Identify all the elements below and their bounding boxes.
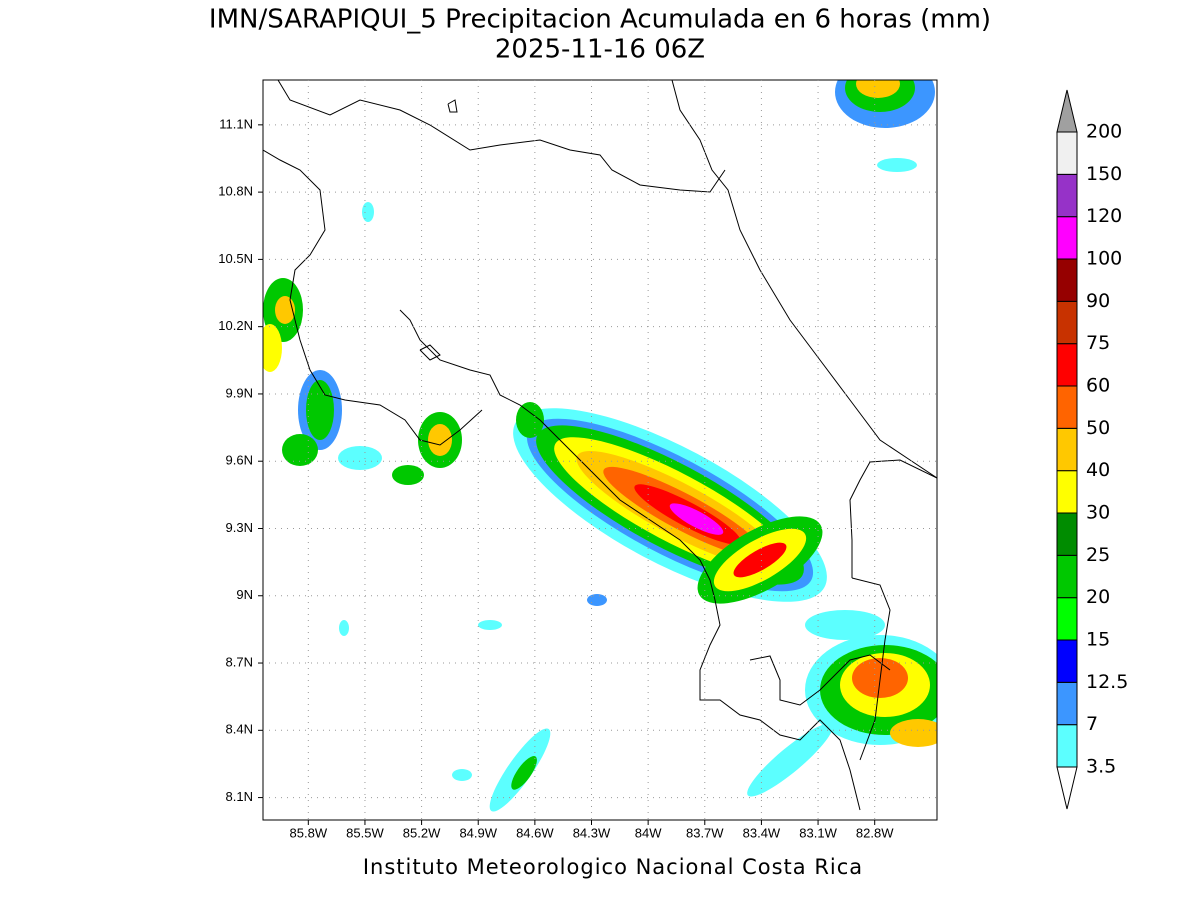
x-tick-label: 85.2W xyxy=(403,825,441,840)
x-tick-label: 84.3W xyxy=(573,825,611,840)
y-tick-label: 10.5N xyxy=(218,251,253,266)
x-tick-label: 84.6W xyxy=(516,825,554,840)
colorbar-label: 150 xyxy=(1086,163,1122,185)
colorbar-box xyxy=(1056,470,1078,514)
colorbar-label: 7 xyxy=(1086,713,1098,735)
y-tick-label: 10.2N xyxy=(218,318,253,333)
colorbar-box xyxy=(1056,173,1078,218)
colorbar-label: 200 xyxy=(1086,121,1122,143)
colorbar-under xyxy=(1056,766,1078,810)
title: IMN/SARAPIQUI_5 Precipitacion Acumulada … xyxy=(209,5,991,35)
x-tick-label: 84.9W xyxy=(459,825,497,840)
map-frame xyxy=(262,79,938,821)
y-tick-label: 10.8N xyxy=(218,184,253,199)
colorbar-label: 40 xyxy=(1086,459,1110,481)
colorbar-box xyxy=(1056,385,1078,429)
colorbar-label: 15 xyxy=(1086,629,1110,651)
x-tick-label: 82.8W xyxy=(856,825,894,840)
colorbar-box xyxy=(1056,512,1078,556)
coastlines xyxy=(263,80,937,811)
colorbar-label: 60 xyxy=(1086,375,1110,397)
colorbar-label: 3.5 xyxy=(1086,756,1116,778)
colorbar-box xyxy=(1056,343,1078,387)
colorbar-box xyxy=(1056,258,1078,302)
colorbar-box xyxy=(1056,300,1078,345)
colorbar-label: 120 xyxy=(1086,205,1122,227)
colorbar-label: 12.5 xyxy=(1086,671,1128,693)
colorbar-box xyxy=(1056,554,1078,599)
colorbar-over xyxy=(1056,89,1078,133)
colorbar-box xyxy=(1056,427,1078,472)
x-tick-label: 83.1W xyxy=(799,825,837,840)
colorbar-label: 30 xyxy=(1086,502,1110,524)
x-tick-label: 85.5W xyxy=(346,825,384,840)
x-tick-label: 83.4W xyxy=(743,825,781,840)
x-tick-label: 83.7W xyxy=(686,825,724,840)
colorbar-box xyxy=(1056,597,1078,641)
colorbar-label: 90 xyxy=(1086,290,1110,312)
y-tick-label: 11.1N xyxy=(219,116,253,131)
colorbar-box xyxy=(1056,724,1078,768)
colorbar-box xyxy=(1056,131,1078,175)
colorbar-label: 75 xyxy=(1086,332,1110,354)
footer: Instituto Meteorologico Nacional Costa R… xyxy=(363,855,863,879)
precip-field xyxy=(263,80,937,812)
y-tick-label: 8.7N xyxy=(226,654,253,669)
x-tick-label: 84W xyxy=(635,825,662,840)
colorbar-label: 50 xyxy=(1086,417,1110,439)
y-tick-label: 8.4N xyxy=(226,722,253,737)
x-tick-label: 85.8W xyxy=(290,825,328,840)
y-tick-label: 9N xyxy=(236,587,253,602)
y-tick-label: 9.6N xyxy=(226,453,253,468)
colorbar-box xyxy=(1056,681,1078,726)
y-tick-label: 9.3N xyxy=(226,520,253,535)
colorbar-label: 25 xyxy=(1086,544,1110,566)
colorbar-label: 100 xyxy=(1086,248,1122,270)
y-tick-label: 8.1N xyxy=(226,789,253,804)
colorbar-box xyxy=(1056,216,1078,260)
y-tick-label: 9.9N xyxy=(226,385,253,400)
subtitle: 2025-11-16 06Z xyxy=(495,35,705,65)
colorbar-box xyxy=(1056,639,1078,683)
colorbar-label: 20 xyxy=(1086,586,1110,608)
